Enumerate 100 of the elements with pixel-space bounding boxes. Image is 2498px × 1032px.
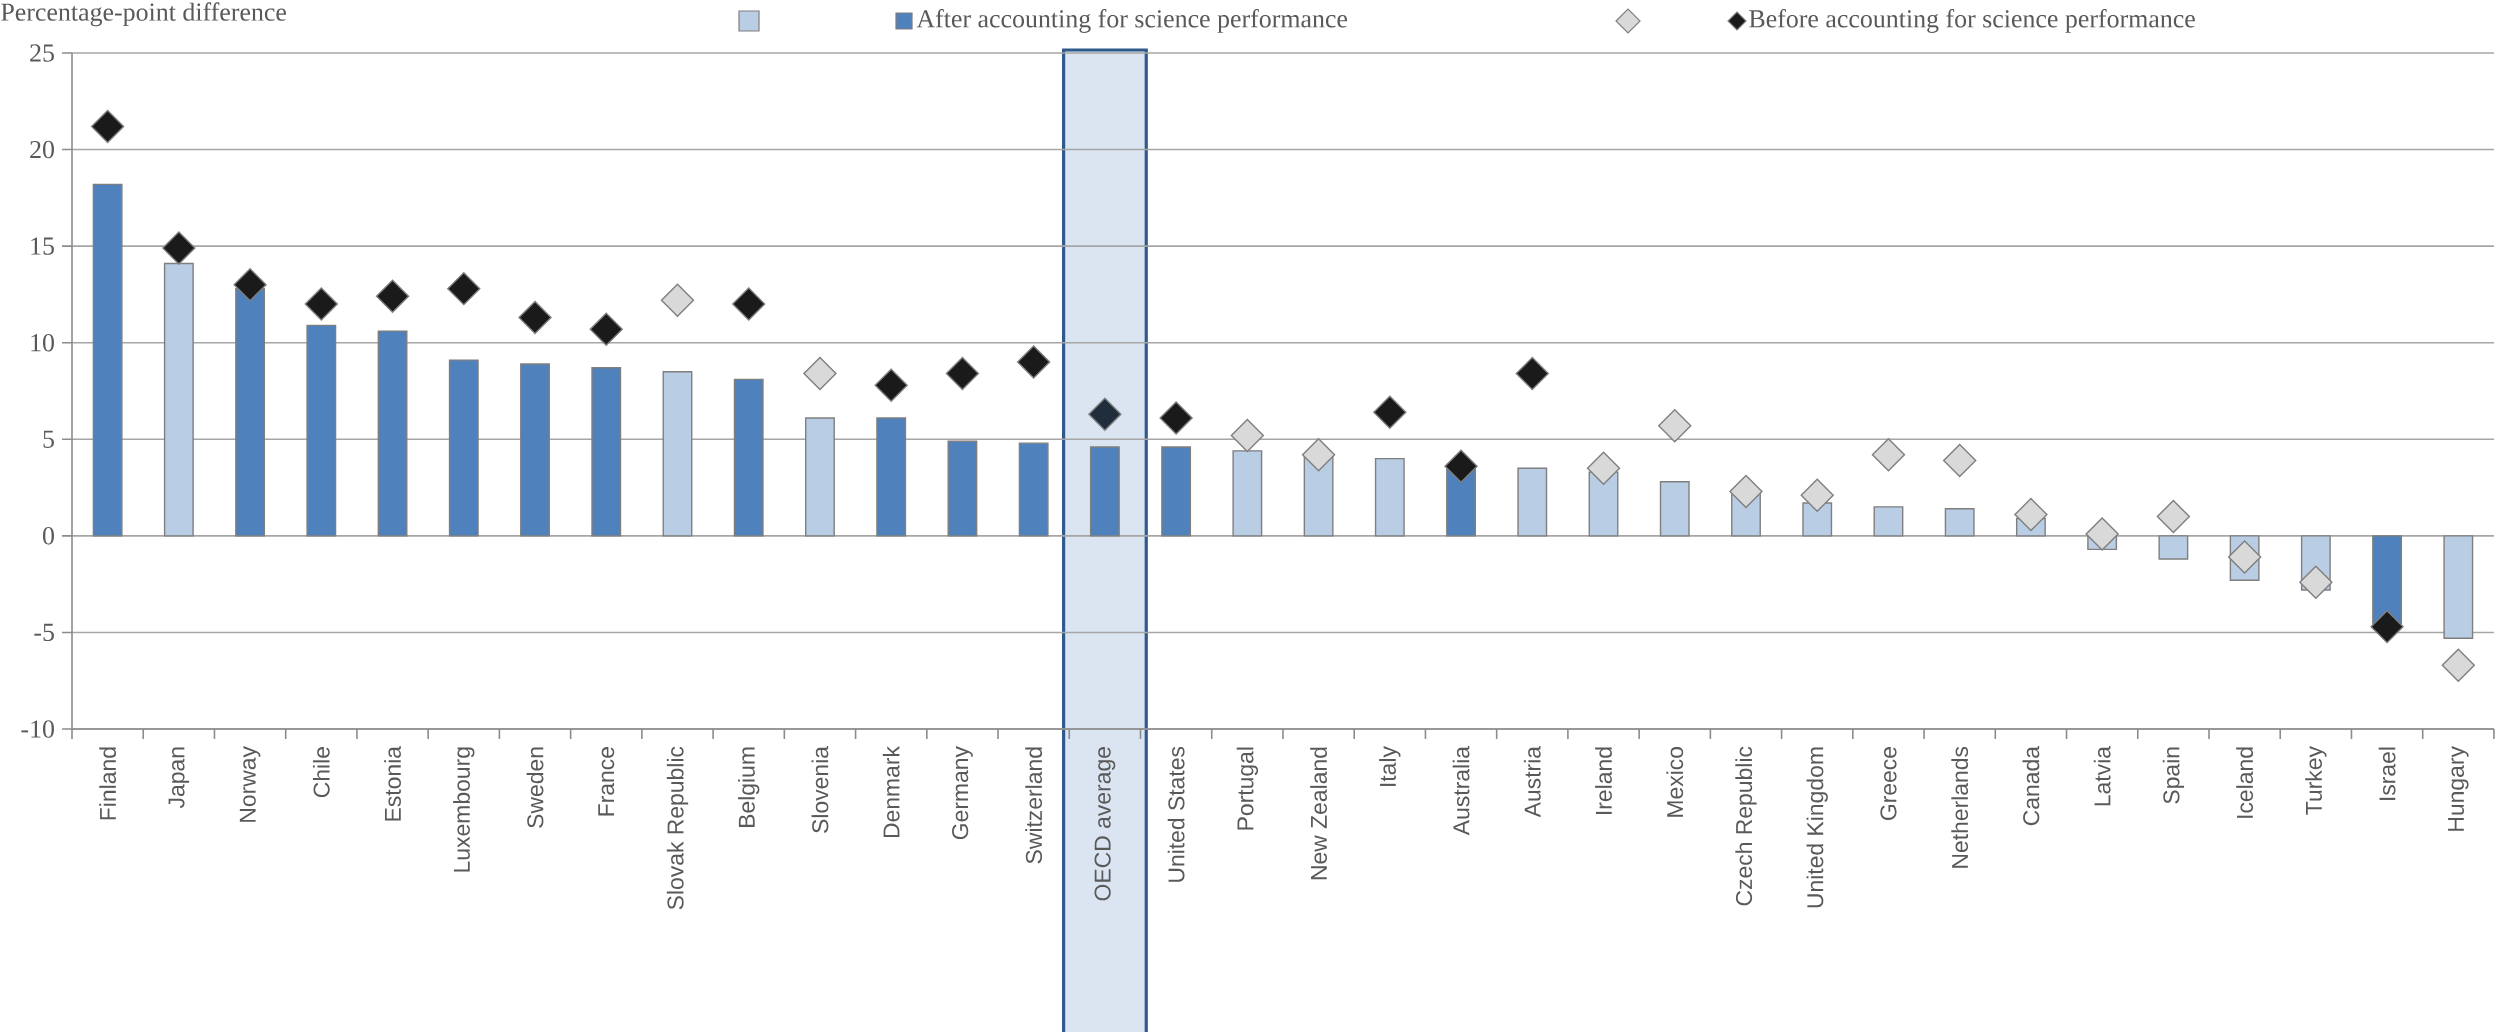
x-tick-label: Hungary	[2448, 746, 2469, 831]
point	[2441, 648, 2476, 682]
point	[1088, 397, 1122, 431]
point	[2085, 517, 2119, 551]
x-tick-label: United States	[1167, 746, 1185, 882]
x-tick-label: United Kingdom	[1806, 747, 1828, 908]
bar	[306, 324, 337, 537]
point	[1230, 418, 1265, 453]
y-tick-label: 10	[31, 333, 54, 352]
x-tick-label: Japan	[168, 747, 190, 809]
point	[1301, 438, 1336, 472]
point	[1800, 478, 1834, 512]
x-tick-label: Czech Republic	[1735, 746, 1757, 906]
point	[304, 287, 339, 321]
point	[1658, 409, 1692, 443]
point	[2156, 499, 2191, 534]
x-tick-label: Israel	[2378, 747, 2396, 800]
point	[1871, 438, 1906, 472]
point	[1586, 451, 1621, 485]
x-tick-label: Chile	[312, 747, 330, 798]
bar	[662, 370, 693, 537]
bar	[1161, 446, 1192, 537]
y-tick-label: 20	[30, 140, 54, 159]
x-tick-label: Greece	[1880, 747, 1897, 821]
x-tick-label: Switzerland	[1025, 747, 1043, 864]
point	[90, 109, 125, 144]
x-tick-label: Portugal	[1236, 747, 1259, 830]
y-tick-label: 25	[30, 44, 54, 62]
x-tick-label: Spain	[2162, 747, 2185, 804]
x-tick-label: Turkey	[2305, 746, 2327, 815]
point	[803, 356, 837, 391]
x-tick-label: OECD average	[1094, 747, 1116, 901]
point	[732, 287, 766, 321]
y-tick-label: 5	[43, 430, 54, 448]
bar	[2158, 535, 2189, 560]
x-tick-label: France	[598, 747, 615, 816]
point	[1515, 356, 1549, 391]
point	[233, 268, 267, 302]
legend-label: After accounting for science performance	[916, 9, 1348, 33]
point	[945, 356, 980, 391]
point	[518, 300, 552, 335]
point	[660, 283, 695, 317]
x-tick-label: Sweden	[526, 747, 544, 828]
bar	[1089, 446, 1120, 537]
bar	[876, 417, 907, 537]
y-axis-title: Percentage-point difference	[1, 2, 286, 27]
bar	[1944, 508, 1975, 537]
point	[1016, 345, 1051, 379]
x-tick-label: Mexico	[1666, 747, 1684, 817]
point	[1729, 474, 1763, 509]
bar	[591, 367, 622, 537]
x-tick-label: Finland	[99, 747, 117, 820]
point	[162, 231, 196, 265]
point	[1373, 395, 1407, 429]
x-tick-label: Ireland	[1595, 747, 1612, 814]
bar	[1873, 506, 1904, 537]
bar	[92, 183, 123, 537]
y-tick-label: -10	[21, 720, 54, 738]
point	[2014, 497, 2048, 532]
x-tick-label: Slovak Republic	[666, 746, 689, 910]
bar	[733, 378, 764, 537]
x-tick-label: Denmark	[882, 746, 900, 838]
x-tick-label: Canada	[2022, 746, 2040, 826]
bar	[1659, 481, 1690, 537]
bar	[805, 417, 835, 537]
x-tick-label: Belgium	[738, 747, 760, 827]
x-tick-label: Germany	[952, 746, 973, 840]
bar	[947, 440, 978, 537]
bar	[1517, 467, 1548, 537]
bar	[1374, 457, 1405, 537]
y-tick-label: 0	[43, 527, 54, 545]
point	[1444, 449, 1478, 484]
y-tick-label: -5	[34, 623, 54, 642]
bar	[1018, 442, 1049, 537]
point	[447, 271, 481, 306]
x-tick-label: Italy	[1379, 746, 1401, 786]
point	[1159, 401, 1193, 435]
x-tick-label: Netherlands	[1951, 746, 1969, 868]
point	[2227, 540, 2262, 574]
point	[1942, 443, 1977, 478]
point	[589, 312, 623, 346]
bar	[520, 363, 550, 537]
point	[874, 368, 908, 402]
point	[375, 279, 410, 314]
point	[2299, 565, 2333, 599]
y-tick-label: 15	[31, 237, 54, 255]
x-tick-label: Latvia	[2093, 746, 2111, 806]
x-tick-label: Norway	[239, 746, 261, 822]
bar	[377, 330, 408, 537]
x-tick-label: Austria	[1523, 746, 1541, 818]
bar	[448, 359, 479, 537]
legend-label: Before accounting for science performance	[1749, 9, 2195, 33]
x-tick-label: Luxembourg	[453, 747, 475, 872]
x-tick-label: Australia	[1452, 746, 1470, 836]
x-tick-label: Slovenia	[811, 746, 829, 833]
x-tick-label: Estonia	[384, 746, 401, 821]
point	[2370, 609, 2404, 644]
x-tick-label: New Zealand	[1310, 747, 1327, 880]
x-tick-label: Iceland	[2236, 747, 2254, 818]
bar	[2443, 535, 2474, 639]
